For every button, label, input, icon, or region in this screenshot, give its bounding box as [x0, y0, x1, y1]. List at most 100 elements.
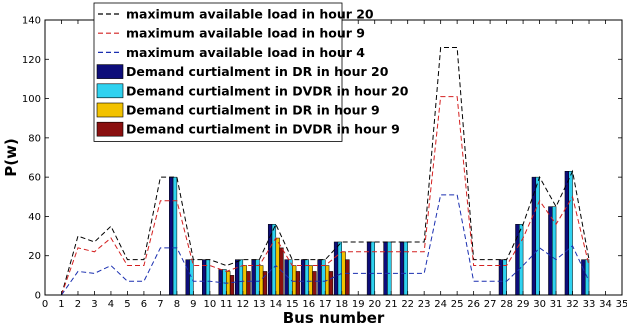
- bar-s1-bus-13: [255, 259, 260, 296]
- bar-s2-bus-13: [259, 265, 264, 296]
- lines-layer: [61, 47, 590, 296]
- bar-s1-bus-14: [271, 224, 277, 296]
- x-tick-label: 17: [319, 299, 332, 310]
- x-tick-label: 14: [269, 299, 282, 310]
- bar-s0-bus-22: [399, 241, 405, 296]
- y-tick-label: 40: [28, 212, 41, 223]
- axes-layer: 0 1 2 3 4 5 6 7 8 9 10 11 12 13 14 15 16 17 18 19 20 21 22 23 24…: [22, 16, 627, 311]
- bar-s0-bus-21: [383, 241, 388, 296]
- legend-entry-label: Demand curtialment in DR in hour 20: [126, 64, 389, 79]
- legend-entry-label: Demand curtialment in DR in hour 9: [126, 103, 380, 118]
- bar-s0-bus-33: [581, 259, 586, 296]
- y-tick-label: 60: [28, 173, 41, 184]
- bar-s3-bus-15: [295, 271, 301, 296]
- x-tick-label: 34: [599, 299, 612, 310]
- bar-s0-bus-20: [366, 241, 372, 296]
- x-tick-label: 7: [157, 299, 163, 310]
- x-tick-label: 1: [58, 299, 64, 310]
- x-tick-label: 18: [335, 299, 348, 310]
- bar-s0-bus-13: [251, 259, 256, 296]
- x-tick-label: 13: [253, 299, 266, 310]
- bar-s1-bus-12: [238, 259, 244, 296]
- y-tick-label: 120: [22, 55, 41, 66]
- y-tick-label: 100: [22, 94, 41, 105]
- legend-bar-swatch: [96, 102, 124, 118]
- bar-s1-bus-9: [189, 259, 194, 296]
- bar-s0-bus-29: [515, 224, 520, 296]
- x-tick-label: 0: [42, 299, 48, 310]
- x-tick-label: 20: [368, 299, 381, 310]
- bar-s1-bus-18: [337, 241, 342, 296]
- x-tick-label: 10: [203, 299, 216, 310]
- x-tick-label: 16: [302, 299, 315, 310]
- x-tick-label: 11: [220, 299, 233, 310]
- bar-s1-bus-8: [172, 176, 178, 296]
- bar-s3-bus-16: [312, 271, 317, 296]
- bar-s1-bus-22: [403, 241, 408, 296]
- bar-s1-bus-21: [387, 241, 392, 296]
- bar-s0-bus-14: [267, 224, 273, 296]
- x-tick-label: 19: [352, 299, 365, 310]
- bar-s0-bus-10: [202, 259, 207, 296]
- x-tick-label: 15: [286, 299, 299, 310]
- x-tick-label: 21: [385, 299, 398, 310]
- bar-s3-bus-18: [345, 259, 350, 296]
- legend-entry-label: maximum available load in hour 20: [126, 7, 374, 22]
- bar-s3-bus-17: [328, 271, 334, 296]
- x-tick-label: 5: [124, 299, 130, 310]
- x-tick-label: 6: [141, 299, 147, 310]
- y-tick-label: 20: [28, 251, 41, 262]
- bar-s1-bus-20: [370, 241, 375, 296]
- bar-s1-bus-10: [205, 259, 211, 296]
- bar-s0-bus-32: [564, 171, 570, 296]
- bar-s3-bus-11: [229, 275, 235, 296]
- x-tick-label: 23: [418, 299, 431, 310]
- x-tick-label: 22: [401, 299, 414, 310]
- y-tick-label: 140: [22, 16, 41, 27]
- bar-s1-bus-11: [222, 269, 227, 296]
- bar-s2-bus-12: [242, 265, 247, 296]
- bar-s0-bus-17: [317, 259, 322, 296]
- x-tick-label: 29: [517, 299, 530, 310]
- x-tick-label: 33: [583, 299, 596, 310]
- x-tick-label: 32: [566, 299, 579, 310]
- legend-entry-label: Demand curtialment in DVDR in hour 9: [126, 122, 400, 137]
- bar-s0-bus-31: [548, 206, 553, 296]
- legend-entry-label: maximum available load in hour 9: [126, 26, 365, 41]
- bar-s0-bus-8: [169, 176, 174, 296]
- bar-s1-bus-32: [568, 171, 573, 296]
- bar-s2-bus-15: [292, 265, 297, 296]
- bar-s1-bus-16: [304, 259, 310, 296]
- x-tick-label: 9: [190, 299, 196, 310]
- bar-s2-bus-16: [308, 265, 313, 296]
- bar-s1-bus-29: [519, 224, 524, 296]
- x-tick-label: 26: [467, 299, 480, 310]
- x-tick-label: 8: [174, 299, 180, 310]
- bar-s0-bus-16: [300, 259, 306, 296]
- bar-s0-bus-12: [235, 259, 240, 296]
- x-tick-label: 30: [533, 299, 546, 310]
- bar-s3-bus-13: [262, 271, 268, 296]
- bars-layer: [169, 171, 590, 296]
- legend: maximum available load in hour 20 maximum…: [93, 2, 409, 142]
- x-tick-label: 24: [434, 299, 447, 310]
- bar-s1-bus-28: [502, 259, 507, 296]
- x-axis-title: Bus number: [283, 309, 385, 327]
- bar-s1-bus-17: [321, 259, 326, 296]
- x-tick-label: 4: [108, 299, 114, 310]
- x-tick-label: 27: [484, 299, 497, 310]
- legend-entry-label: Demand curtialment in DVDR in hour 20: [126, 83, 409, 98]
- bar-s3-bus-12: [246, 271, 251, 296]
- x-tick-label: 28: [500, 299, 513, 310]
- bar-s0-bus-9: [185, 259, 190, 296]
- line-series-2: [61, 194, 590, 296]
- bar-s0-bus-28: [498, 259, 504, 296]
- y-axis-title: P(w): [2, 138, 20, 177]
- y-tick-label: 80: [28, 133, 41, 144]
- x-tick-label: 3: [91, 299, 97, 310]
- legend-bar-swatch: [96, 83, 124, 99]
- line-series-1: [61, 96, 590, 296]
- legend-bar-swatch: [96, 121, 124, 137]
- x-tick-label: 2: [75, 299, 81, 310]
